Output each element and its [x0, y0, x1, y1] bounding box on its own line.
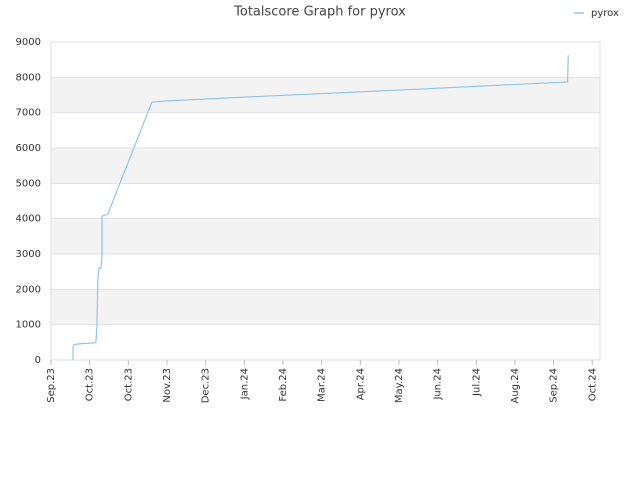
x-tick-label: Dec.23: [201, 368, 212, 403]
legend-label: pyrox: [591, 8, 619, 19]
x-tick-label: Oct.23: [85, 368, 96, 401]
x-tick-label: Aug.24: [510, 368, 521, 403]
x-tick-label: Oct.23: [123, 368, 134, 401]
y-tick-label: 2000: [16, 284, 41, 295]
x-tick-label: Mar.24: [317, 368, 328, 402]
y-tick-label: 9000: [16, 37, 41, 48]
plot-border: [50, 41, 601, 361]
band: [51, 218, 600, 254]
y-tick-label: 8000: [16, 72, 41, 83]
x-tick-label: Nov.23: [162, 368, 173, 403]
band: [51, 77, 600, 113]
y-tick-label: 5000: [16, 178, 41, 189]
x-tick-label: Apr.24: [355, 368, 366, 400]
band: [51, 148, 600, 184]
x-tick-label: May.24: [394, 368, 405, 403]
x-tick-label: Sep.23: [46, 368, 57, 403]
x-tick-label: Sep.24: [549, 368, 560, 403]
y-tick-label: 3000: [16, 249, 41, 260]
y-tick-label: 6000: [16, 143, 41, 154]
x-tick-label: Jun.24: [433, 368, 444, 401]
chart-title: Totalscore Graph for pyrox: [233, 5, 406, 20]
x-tick-label: Feb.24: [278, 368, 289, 402]
x-tick-label: Jan.24: [239, 368, 250, 400]
y-tick-label: 0: [35, 355, 41, 366]
line: [72, 55, 569, 360]
x-tick-label: Oct.24: [587, 368, 598, 401]
x-tick-label: Jul.24: [471, 368, 482, 397]
y-tick-label: 1000: [16, 320, 41, 331]
y-tick-label: 7000: [16, 108, 41, 119]
y-tick-label: 4000: [16, 214, 41, 225]
band: [51, 289, 600, 325]
